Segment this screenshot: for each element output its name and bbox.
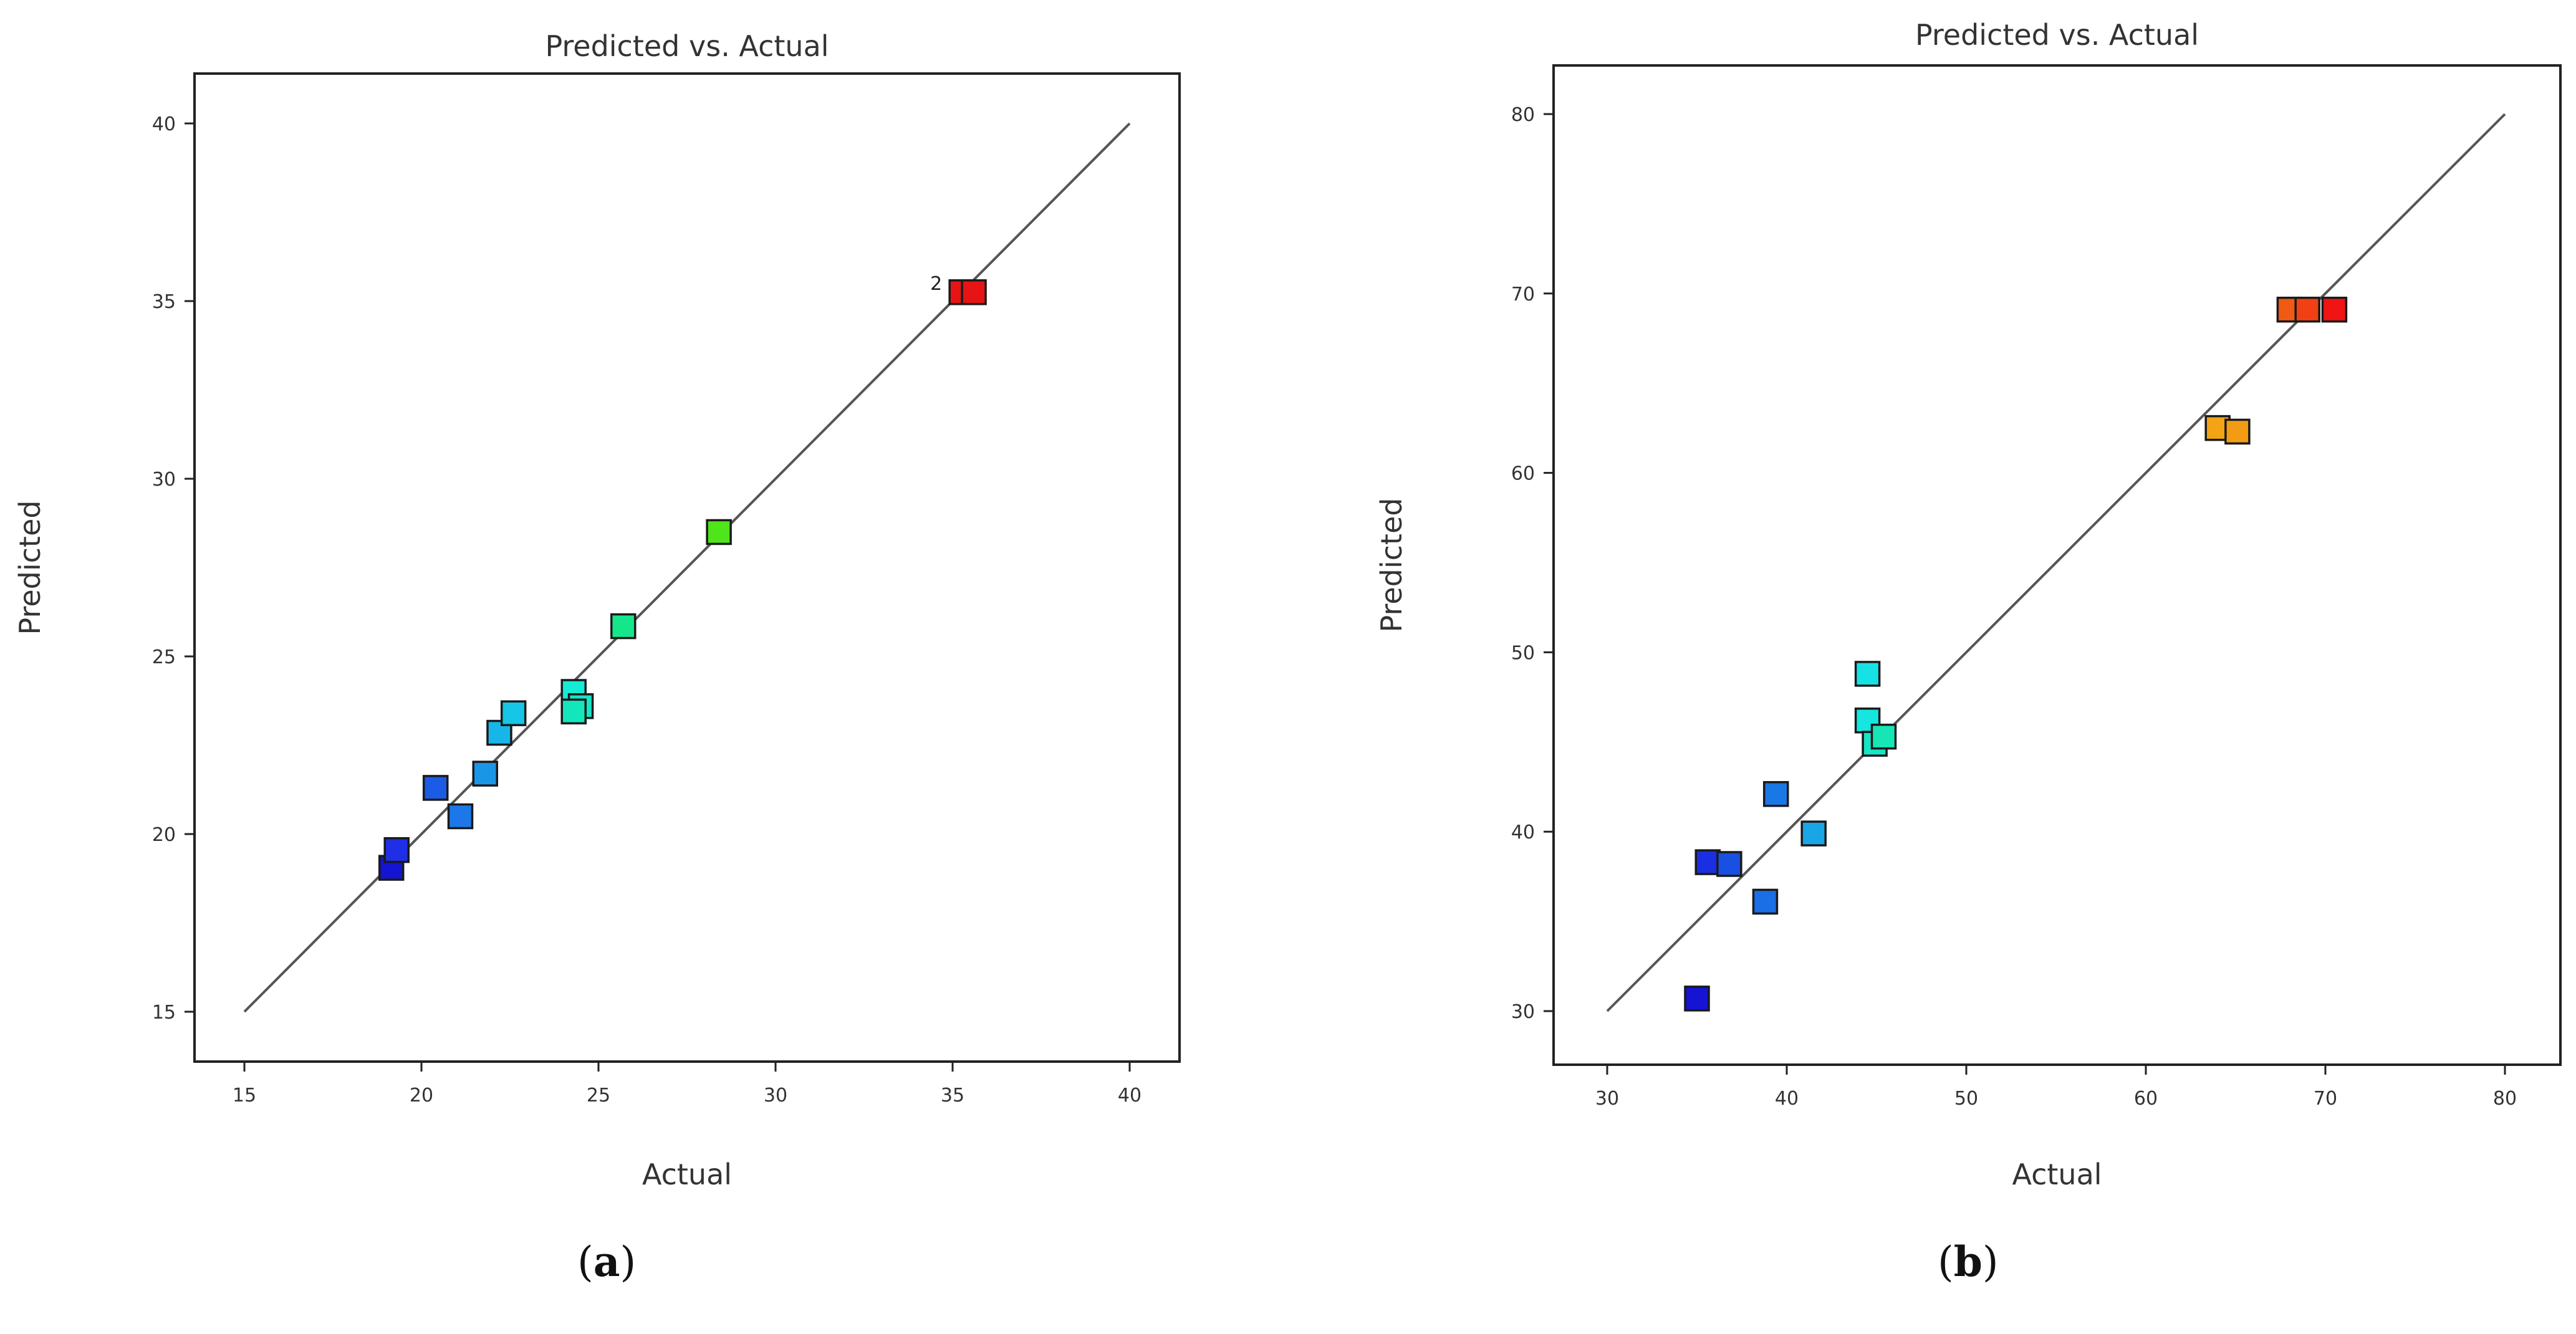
reference-line xyxy=(243,122,1131,1013)
data-point xyxy=(2321,296,2348,323)
data-point xyxy=(961,279,987,305)
data-point xyxy=(610,613,637,640)
data-point xyxy=(383,837,410,863)
x-tick-label: 35 xyxy=(941,1085,964,1106)
panel-caption-a-letter: a xyxy=(593,1237,620,1286)
data-point xyxy=(447,803,474,830)
panel-caption-a: (a) xyxy=(577,1237,637,1286)
y-tick-label: 50 xyxy=(1511,642,1535,664)
y-tick-label: 80 xyxy=(1511,104,1535,126)
x-tick-label: 20 xyxy=(410,1085,433,1106)
data-point xyxy=(1854,661,1881,687)
chart-title: Predicted vs. Actual xyxy=(545,29,829,63)
chart-title: Predicted vs. Actual xyxy=(1915,18,2199,52)
data-point xyxy=(560,698,587,725)
data-point xyxy=(2224,418,2251,445)
x-tick-label: 40 xyxy=(1118,1085,1141,1106)
data-point xyxy=(1752,888,1779,915)
y-tick-label: 30 xyxy=(152,469,176,491)
data-point xyxy=(1684,986,1710,1012)
y-tick-label: 20 xyxy=(152,824,176,846)
panel-caption-b-letter: b xyxy=(1953,1237,1982,1286)
data-point xyxy=(2294,296,2320,323)
data-point xyxy=(1870,723,1897,750)
x-tick-label: 50 xyxy=(1954,1088,1978,1110)
reference-line xyxy=(1606,113,2506,1012)
chart-panel-b: Predicted vs. Actual 30 40 50 60 70 80 30 40 50 60… xyxy=(1375,18,2562,1191)
y-tick-label: 30 xyxy=(1511,1001,1535,1023)
plot-frame xyxy=(193,72,1181,1063)
data-point xyxy=(422,775,449,801)
point-count-label: 2 xyxy=(930,273,942,295)
y-axis-label: Predicted xyxy=(13,501,47,635)
x-tick-label: 40 xyxy=(1775,1088,1799,1110)
plot-frame xyxy=(1552,64,2562,1066)
y-tick-label: 40 xyxy=(152,113,176,135)
x-tick-label: 25 xyxy=(587,1085,610,1106)
x-tick-label: 70 xyxy=(2314,1088,2337,1110)
x-tick-label: 15 xyxy=(233,1085,256,1106)
y-tick-label: 25 xyxy=(152,646,176,668)
data-point xyxy=(1800,820,1827,847)
data-point xyxy=(500,700,527,726)
x-tick-label: 30 xyxy=(1595,1088,1619,1110)
data-point xyxy=(1762,781,1789,807)
y-tick-label: 60 xyxy=(1511,463,1535,485)
x-axis-label: Actual xyxy=(2012,1158,2102,1191)
data-point xyxy=(472,761,498,787)
data-point xyxy=(1716,851,1742,877)
y-tick-label: 35 xyxy=(152,291,176,313)
x-tick-label: 30 xyxy=(764,1085,787,1106)
x-tick-label: 60 xyxy=(2134,1088,2158,1110)
y-tick-label: 40 xyxy=(1511,822,1535,843)
chart-panel-a: Predicted vs. Actual 15 20 25 30 35 40 15 20 25 30… xyxy=(13,29,1181,1191)
panel-caption-b: (b) xyxy=(1938,1237,1999,1286)
y-tick-label: 15 xyxy=(152,1002,176,1024)
x-axis-label: Actual xyxy=(642,1158,732,1191)
data-point xyxy=(706,519,732,545)
y-axis-label: Predicted xyxy=(1375,498,1408,633)
x-tick-label: 80 xyxy=(2493,1088,2517,1110)
data-point xyxy=(1694,849,1721,875)
y-tick-label: 70 xyxy=(1511,284,1535,305)
data-point xyxy=(486,719,512,746)
